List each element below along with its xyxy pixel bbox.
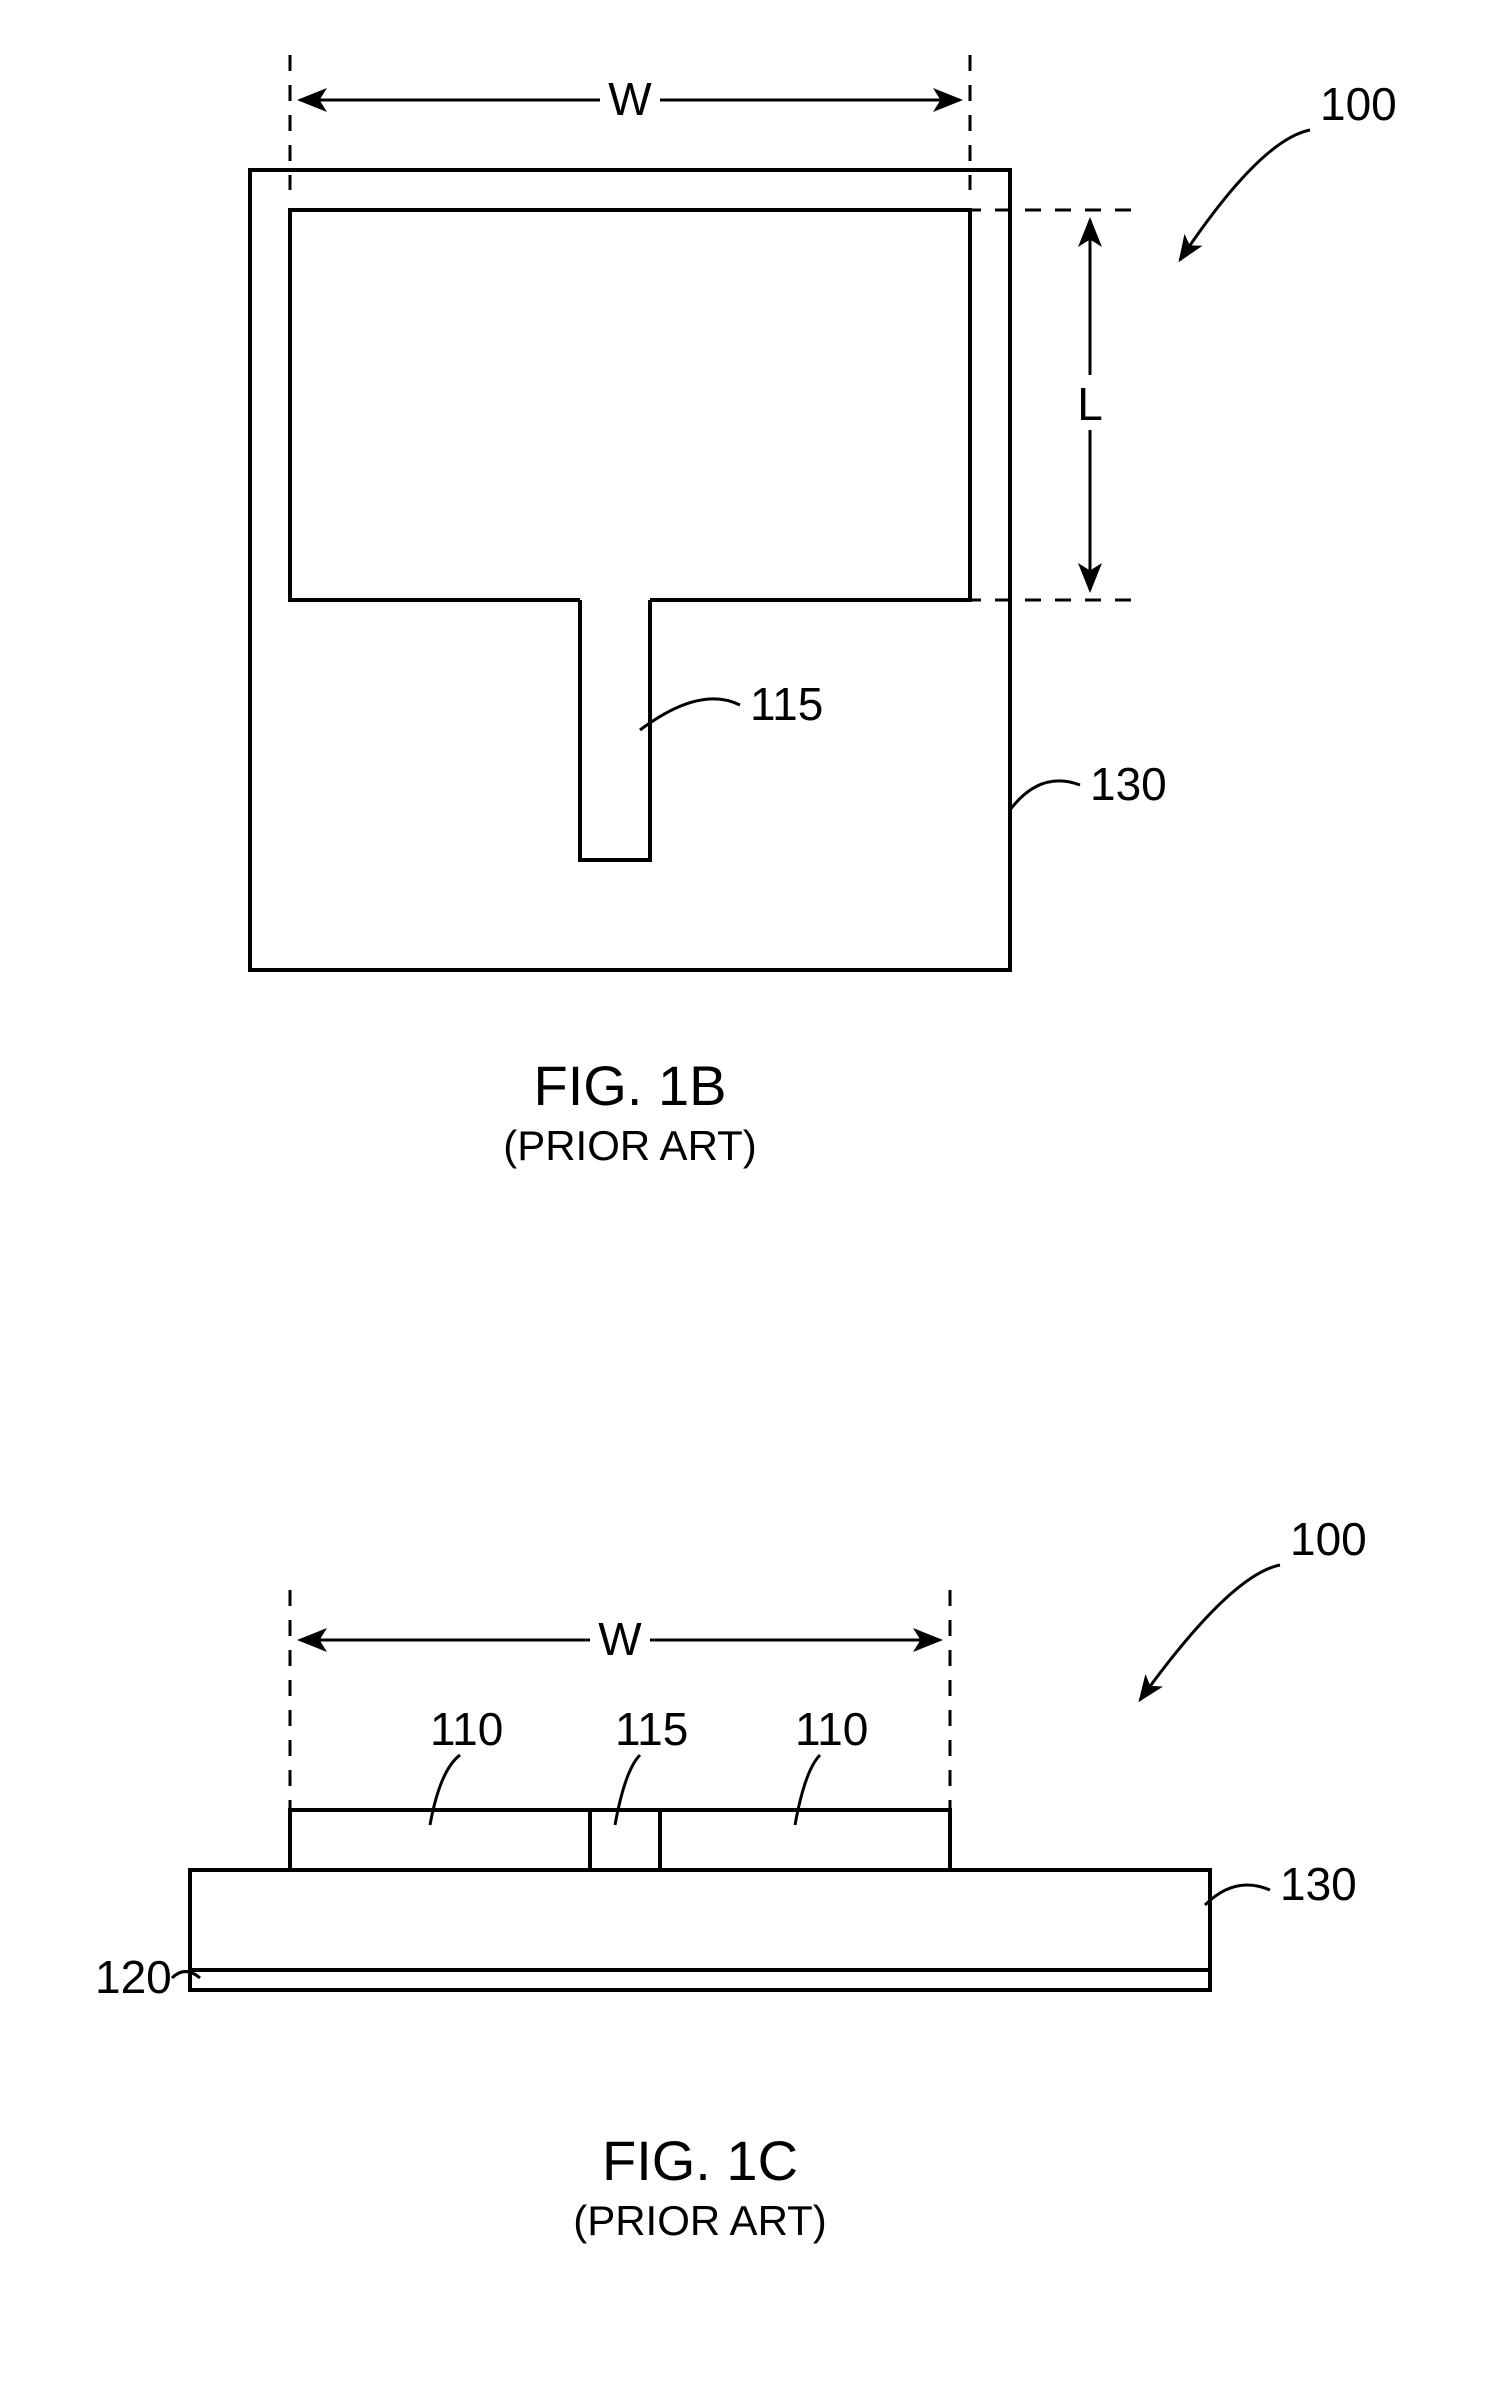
fig1c-ref110l-label: 110 xyxy=(430,1703,503,1755)
fig1b-feed xyxy=(580,600,650,860)
fig1b-ref100-arrow xyxy=(1180,130,1310,260)
fig1c-dimW-label: W xyxy=(598,1613,642,1665)
fig1c-ref130-label: 130 xyxy=(1280,1858,1357,1910)
fig1c-patch-left xyxy=(290,1810,590,1870)
fig-1c: W 100 110 115 110 120 130 FIG. 1C (PRIOR… xyxy=(95,1513,1367,2244)
fig1c-patch-feed xyxy=(590,1810,660,1870)
fig1c-ground xyxy=(190,1970,1210,1990)
fig1b-dimL-label: L xyxy=(1077,378,1103,430)
fig1c-ref110r-label: 110 xyxy=(795,1703,868,1755)
fig1c-subtitle: (PRIOR ART) xyxy=(573,2197,827,2244)
fig1b-dimW-label: W xyxy=(608,73,652,125)
fig1b-outer-rect xyxy=(250,170,1010,970)
fig1c-title: FIG. 1C xyxy=(602,2129,798,2192)
fig1b-subtitle: (PRIOR ART) xyxy=(503,1122,757,1169)
fig-1b: W L 100 115 130 FIG. 1B (PRIOR ART) xyxy=(250,55,1397,1169)
fig1c-ref100-label: 100 xyxy=(1290,1513,1367,1565)
fig1c-ref100-arrow xyxy=(1140,1565,1280,1700)
fig1b-ref130-lead xyxy=(1010,781,1080,810)
fig1b-ref100-label: 100 xyxy=(1320,78,1397,130)
patent-figure-page: { "page": { "width_px": 1506, "height_px… xyxy=(0,0,1506,2394)
fig1c-ref115-label: 115 xyxy=(615,1703,688,1755)
fig1b-ref130-label: 130 xyxy=(1090,758,1167,810)
fig1c-ref130-lead xyxy=(1205,1885,1270,1905)
fig1c-ref120-lead xyxy=(172,1972,200,1979)
fig1b-title: FIG. 1B xyxy=(534,1054,727,1117)
figure-svg: W L 100 115 130 FIG. 1B (PRIOR ART) W 10… xyxy=(0,0,1506,2394)
fig1b-ref115-label: 115 xyxy=(750,678,823,730)
fig1c-patch-right xyxy=(660,1810,950,1870)
fig1b-patch xyxy=(290,210,970,600)
fig1c-substrate xyxy=(190,1870,1210,1970)
fig1b-ref115-lead xyxy=(640,699,740,730)
fig1c-ref120-label: 120 xyxy=(95,1951,172,2003)
